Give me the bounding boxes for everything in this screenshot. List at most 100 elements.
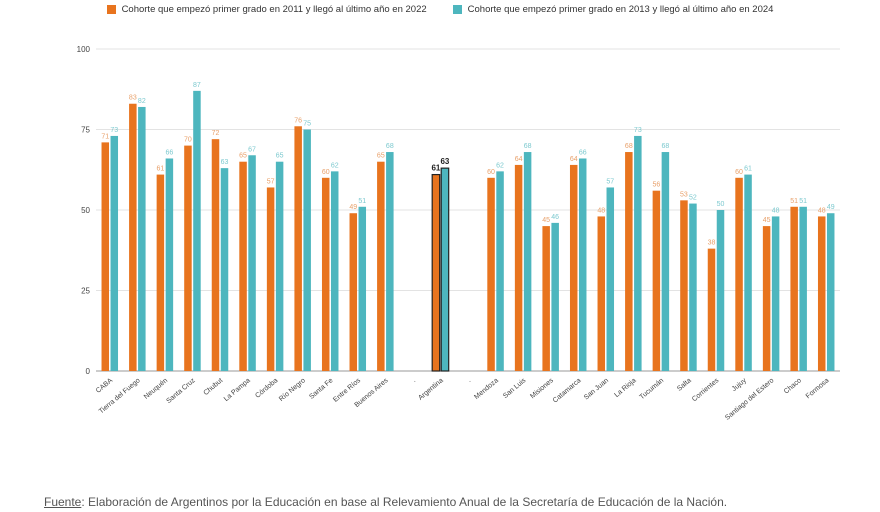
x-tick-label-25: Chaco xyxy=(783,377,803,395)
x-tick-label-14: Mendoza xyxy=(473,377,500,401)
x-tick-label-5: La Pampa xyxy=(223,377,252,403)
data-label-2011-22: 38 xyxy=(708,240,716,247)
data-label-2013-26: 49 xyxy=(827,204,835,211)
bar-2013-23 xyxy=(744,174,752,371)
bar-2011-16 xyxy=(542,226,550,371)
legend: Cohorte que empezó primer grado en 2011 … xyxy=(0,4,880,15)
source-label: Fuente xyxy=(44,495,82,509)
data-label-2011-7: 76 xyxy=(294,117,302,124)
bar-2013-6 xyxy=(275,161,284,371)
bar-2011-20 xyxy=(652,190,661,371)
x-tick-label-0: CABA xyxy=(95,377,114,395)
legend-item-2011: Cohorte que empezó primer grado en 2011 … xyxy=(106,4,427,15)
data-label-2011-15: 64 xyxy=(515,156,523,163)
data-label-2013-12: 63 xyxy=(440,157,449,166)
data-label-2011-20: 56 xyxy=(652,182,660,189)
bar-2013-21 xyxy=(689,203,697,371)
x-tick-label-8: Santa Fe xyxy=(308,377,334,401)
bar-2013-1 xyxy=(138,106,146,372)
bar-2011-22 xyxy=(707,248,716,371)
bar-2011-24 xyxy=(762,226,771,371)
bar-2011-18 xyxy=(597,216,606,371)
data-label-2013-17: 66 xyxy=(579,149,587,156)
bar-2011-17 xyxy=(569,164,578,371)
bar-2011-14 xyxy=(487,177,495,371)
x-tick-label-11: . xyxy=(411,377,417,384)
data-label-2013-5: 67 xyxy=(248,146,256,153)
data-label-2011-0: 71 xyxy=(101,133,109,140)
data-label-2013-4: 63 xyxy=(221,159,229,166)
bar-2013-7 xyxy=(303,129,311,371)
bar-2013-17 xyxy=(578,158,587,371)
x-tick-label-7: Río Negro xyxy=(278,377,307,403)
data-label-2011-1: 83 xyxy=(129,95,137,102)
data-label-2013-16: 46 xyxy=(551,214,559,221)
bar-2011-4 xyxy=(211,139,220,371)
bar-2013-5 xyxy=(248,155,256,371)
data-label-2011-10: 65 xyxy=(377,153,385,160)
data-label-2011-18: 48 xyxy=(597,207,605,214)
x-tick-label-17: Catamarca xyxy=(552,377,583,404)
data-label-2013-14: 62 xyxy=(496,162,504,169)
data-label-2011-24: 45 xyxy=(763,217,771,224)
bar-2011-5 xyxy=(239,161,247,371)
data-label-2013-9: 51 xyxy=(358,198,366,205)
data-label-2011-12: 61 xyxy=(431,164,440,173)
x-tick-label-16: Misiones xyxy=(529,377,555,400)
legend-label-2011: Cohorte que empezó primer grado en 2011 … xyxy=(121,4,427,15)
data-label-2011-2: 61 xyxy=(156,166,164,173)
data-label-2013-3: 87 xyxy=(193,82,201,89)
x-tick-label-23: Jujuy xyxy=(731,377,748,393)
data-label-2011-21: 53 xyxy=(680,191,688,198)
bar-2011-19 xyxy=(625,152,633,371)
bar-2013-8 xyxy=(330,171,339,371)
legend-label-2013: Cohorte que empezó primer grado en 2013 … xyxy=(467,4,774,15)
bar-2011-6 xyxy=(266,187,275,371)
bar-2011-15 xyxy=(514,164,523,371)
bar-2011-23 xyxy=(735,177,743,371)
bar-2011-26 xyxy=(817,216,826,371)
data-label-2011-17: 64 xyxy=(570,156,578,163)
bar-2013-9 xyxy=(358,206,367,371)
x-tick-label-18: San Juan xyxy=(583,377,610,401)
x-tick-label-13: . xyxy=(466,377,472,384)
x-tick-label-20: Tucumán xyxy=(639,377,666,401)
data-label-2011-14: 60 xyxy=(487,169,495,176)
data-label-2013-22: 50 xyxy=(717,201,725,208)
bar-2011-10 xyxy=(377,161,385,371)
y-tick-label-50: 50 xyxy=(81,206,90,215)
x-tick-label-15: San Luis xyxy=(502,377,528,400)
data-label-2013-24: 48 xyxy=(772,207,780,214)
data-label-2013-15: 68 xyxy=(524,143,532,150)
bar-2013-15 xyxy=(523,152,532,371)
bar-2013-12 xyxy=(440,167,450,372)
data-label-2013-8: 62 xyxy=(331,162,339,169)
bar-2013-16 xyxy=(551,222,559,371)
data-label-2011-16: 45 xyxy=(542,217,550,224)
x-tick-label-12: Argentina xyxy=(417,377,445,402)
data-label-2011-25: 51 xyxy=(790,198,798,205)
bar-2013-18 xyxy=(606,187,615,371)
bar-2011-12 xyxy=(431,173,441,372)
data-label-2011-3: 70 xyxy=(184,137,192,144)
data-label-2013-2: 66 xyxy=(165,149,173,156)
x-tick-label-6: Córdoba xyxy=(254,377,279,400)
x-tick-label-24: Santiago del Estero xyxy=(724,377,775,422)
data-label-2013-7: 75 xyxy=(303,121,311,128)
x-tick-label-3: Santa Cruz xyxy=(165,377,197,405)
legend-swatch-2013 xyxy=(452,5,462,14)
data-label-2013-20: 68 xyxy=(661,143,669,150)
x-tick-label-19: La Rioja xyxy=(613,377,637,399)
data-label-2011-8: 60 xyxy=(322,169,330,176)
bar-2011-9 xyxy=(349,213,358,371)
data-label-2011-5: 65 xyxy=(239,153,247,160)
bar-2011-0 xyxy=(101,142,110,371)
y-tick-label-25: 25 xyxy=(81,287,90,296)
data-label-2011-19: 68 xyxy=(625,143,633,150)
x-tick-label-2: Neuquén xyxy=(143,377,169,401)
bar-2013-3 xyxy=(193,90,201,372)
bar-2011-8 xyxy=(321,177,330,371)
bar-2013-2 xyxy=(165,158,174,371)
data-label-2013-10: 68 xyxy=(386,143,394,150)
